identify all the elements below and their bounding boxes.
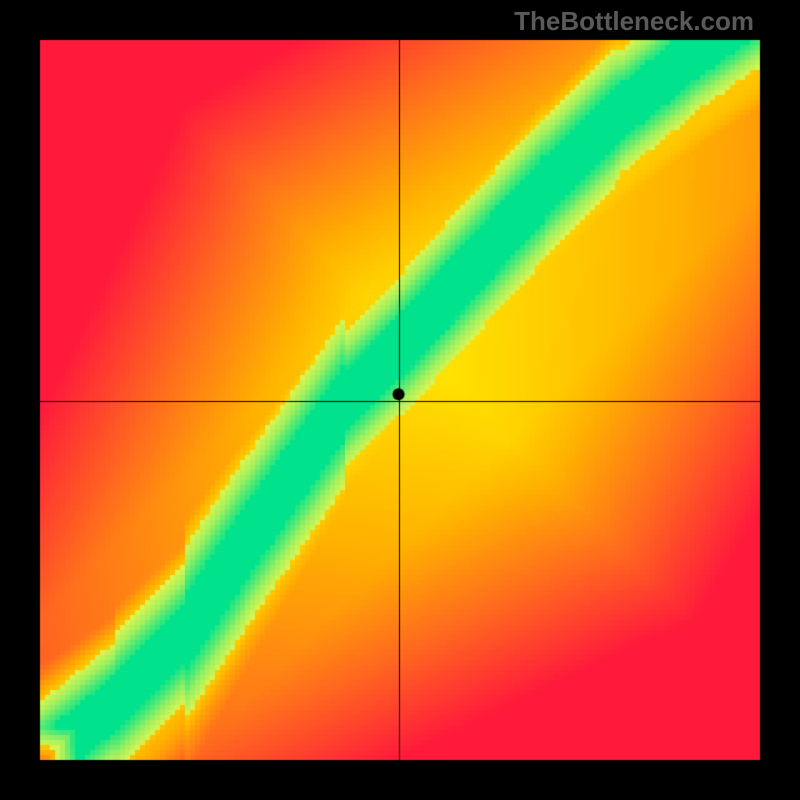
watermark-text: TheBottleneck.com	[514, 6, 754, 37]
chart-stage: TheBottleneck.com	[0, 0, 800, 800]
bottleneck-heatmap	[0, 0, 800, 800]
